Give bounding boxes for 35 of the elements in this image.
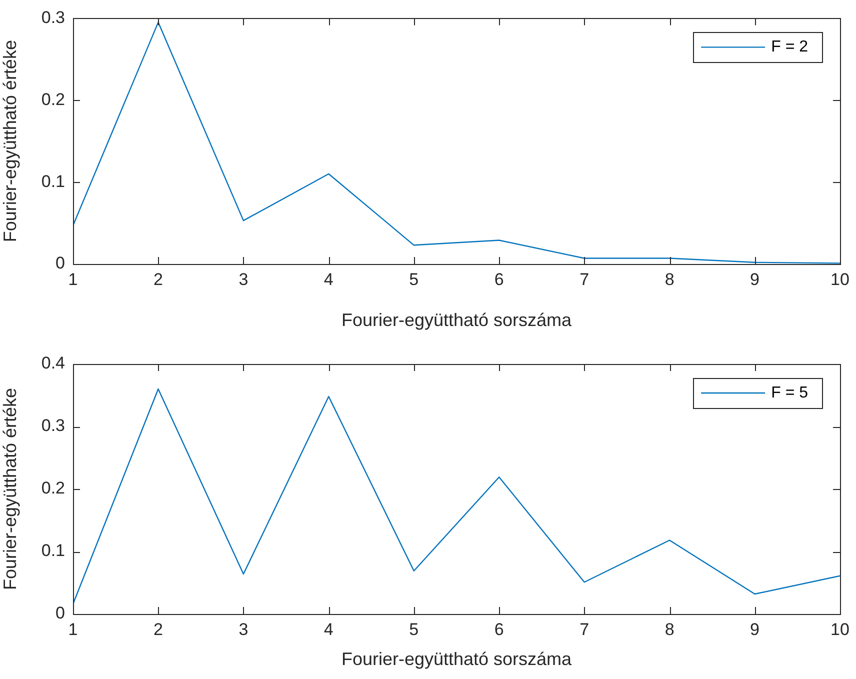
y-tick-label: 0: [56, 604, 65, 623]
x-tick-label: 5: [409, 620, 419, 639]
x-tick-label: 8: [664, 270, 674, 289]
x-tick-label: 4: [324, 270, 334, 289]
x-tick-label: 7: [580, 620, 590, 639]
y-tick-label: 0.1: [41, 541, 65, 560]
legend-label: F = 5: [771, 384, 808, 402]
x-tick-label: 3: [238, 270, 248, 289]
x-tick-label: 6: [494, 270, 504, 289]
y-tick-label: 0: [56, 254, 65, 273]
x-axis-title: Fourier-együttható sorszáma: [341, 649, 573, 670]
legend-label: F = 2: [771, 38, 808, 56]
y-axis-title: Fourier-együttható értéke: [0, 388, 20, 590]
y-tick-label: 0.2: [41, 90, 65, 109]
x-tick-label: 10: [830, 270, 850, 289]
y-tick-label: 0.1: [41, 172, 65, 191]
x-tick-label: 7: [580, 270, 590, 289]
y-tick-label: 0.4: [41, 354, 65, 373]
y-axis-title: Fourier-együttható értéke: [0, 40, 20, 242]
x-tick-label: 8: [664, 620, 674, 639]
x-tick-label: 3: [238, 620, 248, 639]
x-tick-label: 2: [153, 620, 163, 639]
x-tick-label: 1: [68, 270, 78, 289]
y-tick-label: 0.3: [41, 8, 65, 27]
x-tick-label: 10: [830, 620, 850, 639]
x-tick-label: 1: [68, 620, 78, 639]
x-tick-label: 2: [153, 270, 163, 289]
x-tick-label: 9: [750, 270, 760, 289]
x-tick-label: 6: [494, 620, 504, 639]
x-tick-label: 9: [750, 620, 760, 639]
x-tick-label: 5: [409, 270, 419, 289]
y-tick-label: 0.3: [41, 416, 65, 436]
y-tick-label: 0.2: [41, 478, 65, 498]
x-axis-title: Fourier-együttható sorszáma: [341, 310, 573, 330]
x-tick-label: 4: [324, 620, 334, 639]
